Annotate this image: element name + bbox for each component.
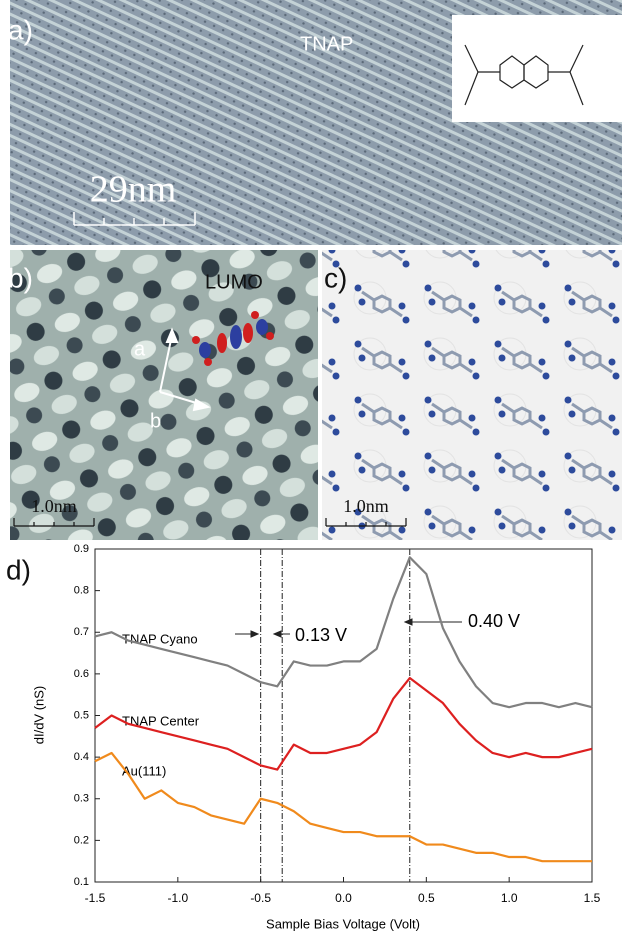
figure: a) TNAP 29nm b) LUMO a b 1.0nm c) 1.0nm … (0, 0, 622, 933)
axis-label: a (134, 338, 146, 360)
panel-title: TNAP (300, 33, 353, 55)
series-label: TNAP Cyano (122, 631, 198, 646)
x-tick-label: 0.5 (418, 891, 435, 905)
panel-label: b) (8, 262, 33, 293)
x-tick-label: 1.0 (501, 891, 518, 905)
axis-label: b (150, 410, 161, 432)
y-tick-label: 0.8 (74, 585, 89, 597)
annotation: 0.13 V (295, 625, 347, 645)
y-tick-label: 0.2 (74, 834, 89, 846)
page: a) TNAP 29nm b) LUMO a b 1.0nm c) 1.0nm … (0, 0, 622, 933)
panel-label: c) (324, 262, 347, 293)
y-tick-label: 0.7 (74, 626, 89, 638)
y-axis-title: dI/dV (nS) (31, 686, 46, 745)
molecule-inset (452, 15, 622, 122)
y-tick-label: 0.9 (74, 543, 89, 555)
x-tick-label: -1.0 (167, 891, 188, 905)
x-tick-label: -1.5 (85, 891, 106, 905)
y-tick-label: 0.1 (74, 876, 89, 888)
y-tick-label: 0.6 (74, 668, 89, 680)
scale-bar-label: 1.0nm (31, 496, 77, 516)
x-tick-label: 0.0 (335, 891, 352, 905)
y-tick-label: 0.5 (74, 709, 89, 721)
annotation-arrows (235, 619, 462, 637)
y-tick-label: 0.3 (74, 793, 89, 805)
panel-label: d) (6, 554, 31, 585)
orbital-label: LUMO (205, 271, 263, 293)
data-line (95, 753, 592, 861)
x-tick-label: 1.5 (584, 891, 601, 905)
scale-bar-label: 29nm (90, 169, 177, 211)
x-tick-label: -0.5 (250, 891, 271, 905)
scale-bar-label: 1.0nm (343, 496, 389, 516)
x-axis-title: Sample Bias Voltage (Volt) (266, 916, 420, 931)
annotation: 0.40 V (468, 611, 520, 631)
panel-label: a) (8, 14, 33, 45)
y-tick-label: 0.4 (74, 751, 89, 763)
